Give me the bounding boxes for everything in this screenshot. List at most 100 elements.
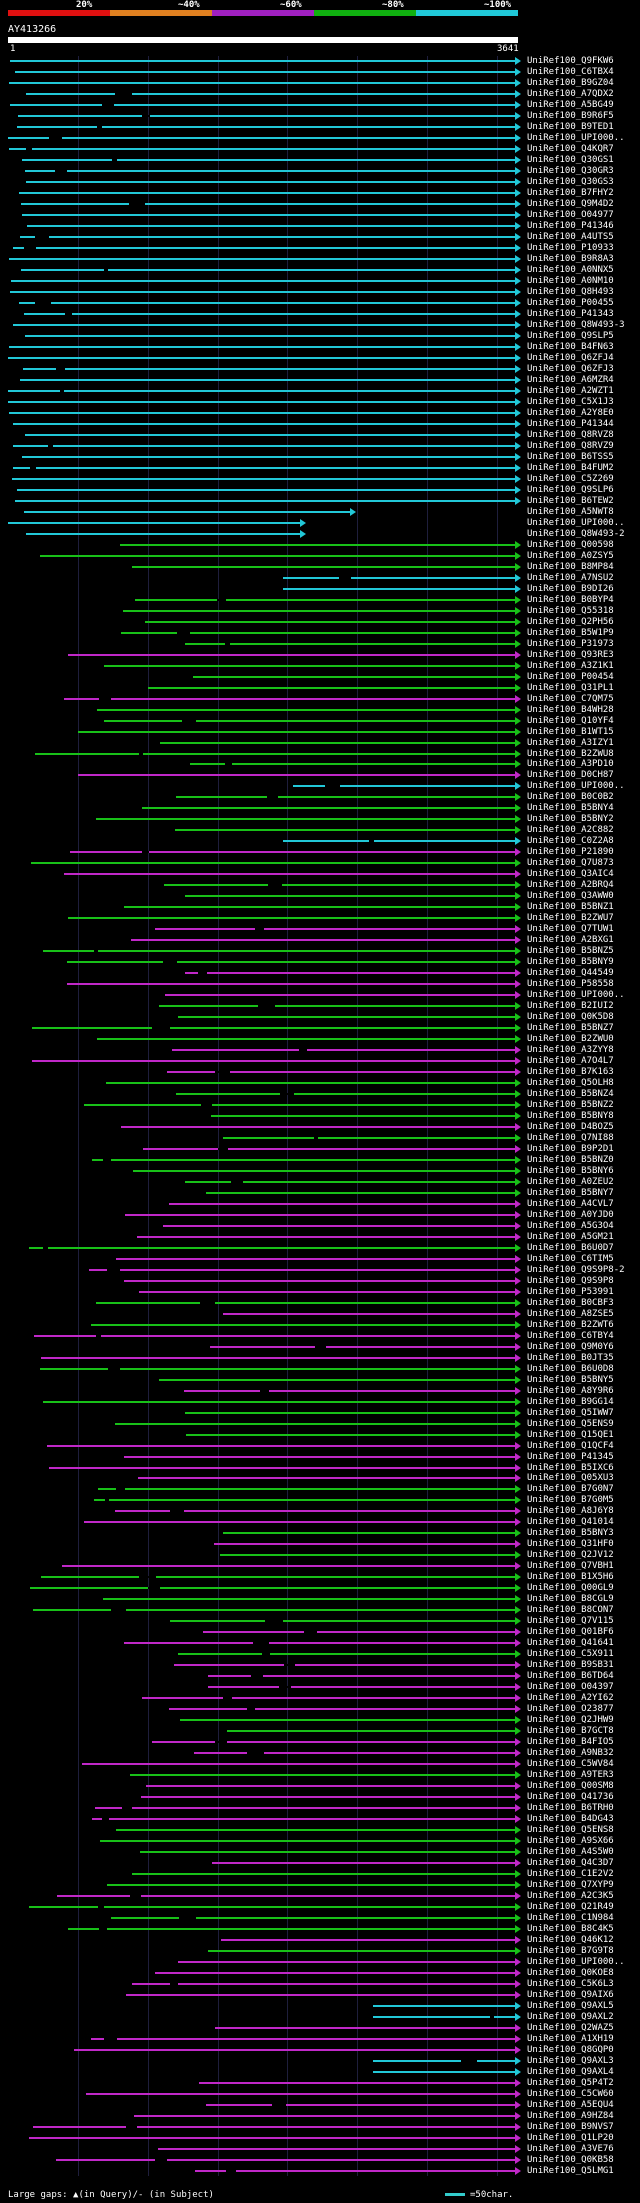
- hit-bar[interactable]: [32, 1060, 518, 1062]
- hit-bar[interactable]: [185, 972, 518, 974]
- hit-label[interactable]: UniRef100_Q4KQR7: [527, 144, 614, 154]
- hit-label[interactable]: UniRef100_Q21R49: [527, 1902, 614, 1912]
- hit-label[interactable]: UniRef100_Q1LP20: [527, 2133, 614, 2143]
- hit-label[interactable]: UniRef100_A0YJD0: [527, 1210, 614, 1220]
- hit-label[interactable]: UniRef100_Q7NI88: [527, 1133, 614, 1143]
- hit-label[interactable]: UniRef100_B2IUI2: [527, 1001, 614, 1011]
- hit-label[interactable]: UniRef100_C1E2V2: [527, 1869, 614, 1879]
- hit-bar[interactable]: [163, 1225, 518, 1227]
- hit-label[interactable]: UniRef100_B6TEW2: [527, 496, 614, 506]
- hit-bar[interactable]: [74, 2049, 518, 2051]
- hit-bar[interactable]: [215, 2027, 518, 2029]
- hit-label[interactable]: UniRef100_A8ZSE5: [527, 1309, 614, 1319]
- hit-bar[interactable]: [132, 1873, 518, 1875]
- hit-label[interactable]: UniRef100_UPI000..: [527, 133, 625, 143]
- hit-bar[interactable]: [143, 1148, 518, 1150]
- hit-label[interactable]: UniRef100_B2ZWU8: [527, 749, 614, 759]
- hit-label[interactable]: UniRef100_A4UTS5: [527, 232, 614, 242]
- hit-bar[interactable]: [135, 599, 518, 601]
- hit-bar[interactable]: [223, 1137, 518, 1139]
- hit-label[interactable]: UniRef100_A3IZY1: [527, 738, 614, 748]
- hit-bar[interactable]: [203, 1631, 518, 1633]
- hit-label[interactable]: UniRef100_Q00598: [527, 540, 614, 550]
- hit-label[interactable]: UniRef100_Q41736: [527, 1792, 614, 1802]
- hit-bar[interactable]: [106, 1082, 518, 1084]
- hit-bar[interactable]: [97, 1038, 518, 1040]
- hit-label[interactable]: UniRef100_A8Y9R6: [527, 1386, 614, 1396]
- hit-bar[interactable]: [13, 324, 518, 326]
- hit-bar[interactable]: [13, 445, 518, 447]
- hit-bar[interactable]: [164, 884, 518, 886]
- hit-bar[interactable]: [40, 555, 518, 557]
- hit-bar[interactable]: [25, 335, 518, 337]
- hit-bar[interactable]: [120, 544, 518, 546]
- hit-bar[interactable]: [10, 60, 518, 62]
- hit-bar[interactable]: [134, 2115, 518, 2117]
- hit-label[interactable]: UniRef100_B5BNZ0: [527, 1155, 614, 1165]
- hit-bar[interactable]: [373, 2060, 518, 2062]
- hit-label[interactable]: UniRef100_P31973: [527, 639, 614, 649]
- hit-label[interactable]: UniRef100_B5BNY8: [527, 1111, 614, 1121]
- hit-label[interactable]: UniRef100_P21890: [527, 847, 614, 857]
- hit-label[interactable]: UniRef100_Q5IWW7: [527, 1408, 614, 1418]
- hit-bar[interactable]: [211, 1115, 518, 1117]
- hit-label[interactable]: UniRef100_B7FHY2: [527, 188, 614, 198]
- hit-bar[interactable]: [159, 1005, 518, 1007]
- hit-bar[interactable]: [186, 1434, 518, 1436]
- hit-bar[interactable]: [67, 961, 518, 963]
- hit-label[interactable]: UniRef100_A9TER3: [527, 1770, 614, 1780]
- hit-label[interactable]: UniRef100_Q6ZFJ4: [527, 353, 614, 363]
- hit-bar[interactable]: [78, 774, 518, 776]
- hit-label[interactable]: UniRef100_A2C882: [527, 825, 614, 835]
- hit-label[interactable]: UniRef100_C1N984: [527, 1913, 614, 1923]
- hit-bar[interactable]: [9, 148, 518, 150]
- hit-bar[interactable]: [139, 1291, 518, 1293]
- hit-label[interactable]: UniRef100_B5BNY6: [527, 1166, 614, 1176]
- hit-label[interactable]: UniRef100_Q41014: [527, 1517, 614, 1527]
- hit-bar[interactable]: [62, 1565, 518, 1567]
- hit-label[interactable]: UniRef100_Q44549: [527, 968, 614, 978]
- hit-label[interactable]: UniRef100_A5EQU4: [527, 2100, 614, 2110]
- hit-label[interactable]: UniRef100_Q9AIX6: [527, 1990, 614, 2000]
- hit-bar[interactable]: [283, 588, 518, 590]
- hit-label[interactable]: UniRef100_Q15QE1: [527, 1430, 614, 1440]
- hit-label[interactable]: UniRef100_Q10YF4: [527, 716, 614, 726]
- hit-label[interactable]: UniRef100_C5X1J3: [527, 397, 614, 407]
- hit-bar[interactable]: [103, 1598, 518, 1600]
- hit-label[interactable]: UniRef100_B7K163: [527, 1067, 614, 1077]
- hit-label[interactable]: UniRef100_D0CH87: [527, 770, 614, 780]
- hit-bar[interactable]: [15, 71, 518, 73]
- hit-label[interactable]: UniRef100_B7G0N7: [527, 1484, 614, 1494]
- hit-label[interactable]: UniRef100_B8C4K5: [527, 1924, 614, 1934]
- hit-label[interactable]: UniRef100_A6MZR4: [527, 375, 614, 385]
- hit-bar[interactable]: [185, 643, 518, 645]
- hit-bar[interactable]: [23, 368, 518, 370]
- hit-bar[interactable]: [130, 1774, 518, 1776]
- hit-label[interactable]: UniRef100_UPI000..: [527, 1957, 625, 1967]
- hit-label[interactable]: UniRef100_Q5OLH8: [527, 1078, 614, 1088]
- hit-bar[interactable]: [223, 1313, 518, 1315]
- hit-bar[interactable]: [167, 1071, 518, 1073]
- hit-label[interactable]: UniRef100_A2WZT1: [527, 386, 614, 396]
- hit-label[interactable]: UniRef100_Q8RVZ9: [527, 441, 614, 451]
- hit-label[interactable]: UniRef100_B7GCT8: [527, 1726, 614, 1736]
- hit-bar[interactable]: [30, 1587, 518, 1589]
- hit-label[interactable]: UniRef100_A2BRQ4: [527, 880, 614, 890]
- hit-bar[interactable]: [121, 1126, 518, 1128]
- hit-label[interactable]: UniRef100_B5BNZ7: [527, 1023, 614, 1033]
- hit-bar[interactable]: [165, 994, 518, 996]
- hit-bar[interactable]: [91, 2038, 518, 2040]
- hit-bar[interactable]: [199, 2082, 518, 2084]
- hit-label[interactable]: UniRef100_B9DI26: [527, 584, 614, 594]
- hit-bar[interactable]: [148, 687, 518, 689]
- hit-label[interactable]: UniRef100_B9NVS7: [527, 2122, 614, 2132]
- hit-label[interactable]: UniRef100_Q7U873: [527, 858, 614, 868]
- hit-bar[interactable]: [194, 1752, 518, 1754]
- hit-bar[interactable]: [210, 1346, 518, 1348]
- hit-bar[interactable]: [19, 302, 518, 304]
- hit-label[interactable]: UniRef100_B6TSS5: [527, 452, 614, 462]
- hit-label[interactable]: UniRef100_B1WT15: [527, 727, 614, 737]
- hit-bar[interactable]: [68, 1928, 518, 1930]
- hit-bar[interactable]: [131, 939, 518, 941]
- hit-label[interactable]: UniRef100_C7QM75: [527, 694, 614, 704]
